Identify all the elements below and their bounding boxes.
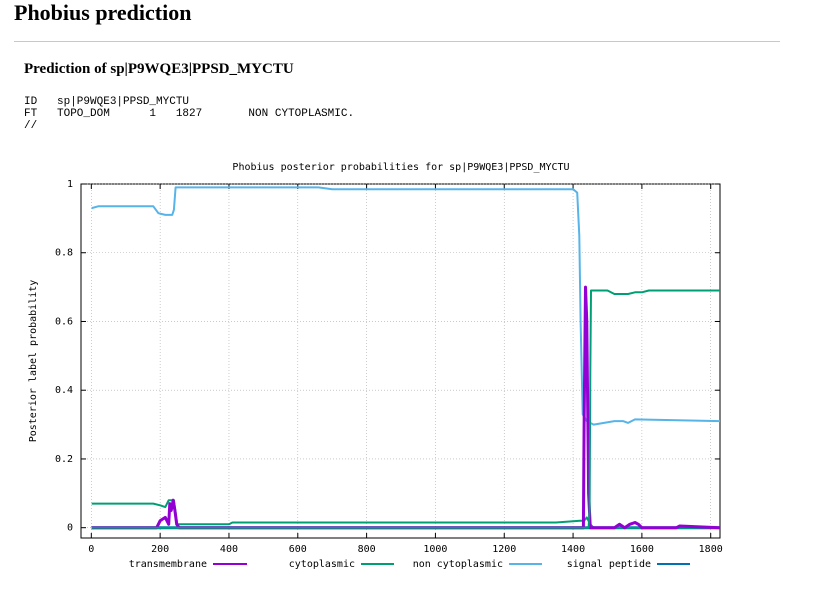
y-tick-label: 0.6 [55,316,73,327]
x-tick-label: 600 [289,544,307,555]
chart-title: Phobius posterior probabilities for sp|P… [232,162,569,173]
y-tick-label: 0.2 [55,454,73,465]
header-divider [14,41,780,42]
x-tick-label: 400 [220,544,238,555]
non-cytoplasmic-line [91,289,720,529]
x-tick-label: 1000 [423,544,447,555]
transmembrane-line [91,285,721,530]
signal-peptide-line [91,186,721,426]
y-tick-label: 0 [67,523,73,534]
flat-file-ft-line: FT TOPO_DOM 1 1827 NON CYTOPLASMIC. [24,108,355,120]
legend-label: non cytoplasmic [413,559,503,570]
legend-label: signal peptide [567,559,651,570]
cytoplasmic-line [91,499,720,529]
flat-file-end-line: // [24,120,38,132]
grid [81,183,720,538]
series-lines [91,186,721,530]
legend: transmembrane cytoplasmic non cytoplasmic s… [129,559,690,570]
x-tick-label: 800 [358,544,376,555]
x-tick-label: 1200 [492,544,516,555]
y-tick-label: 0.4 [55,385,73,396]
x-tick-label: 1400 [561,544,585,555]
axis-ticks: 0 200 400 600 800 1000 1200 1400 1600 1800 0 0.2 0.4… [55,179,723,555]
x-tick-label: 0 [88,544,94,555]
plot-frame [80,183,721,539]
prediction-heading: Prediction of sp|P9WQE3|PPSD_MYCTU [24,61,294,77]
y-tick-label: 0.8 [55,248,73,259]
x-tick-label: 1800 [699,544,723,555]
y-tick-label: 1 [67,179,73,190]
page-title: Phobius prediction [14,0,192,25]
flat-file-id-line: ID sp|P9WQE3|PPSD_MYCTU [24,96,190,108]
legend-label: transmembrane [129,559,207,570]
legend-label: cytoplasmic [289,559,355,570]
y-axis-label: Posterior label probability [28,280,39,443]
x-tick-label: 1600 [630,544,654,555]
x-tick-label: 200 [151,544,169,555]
